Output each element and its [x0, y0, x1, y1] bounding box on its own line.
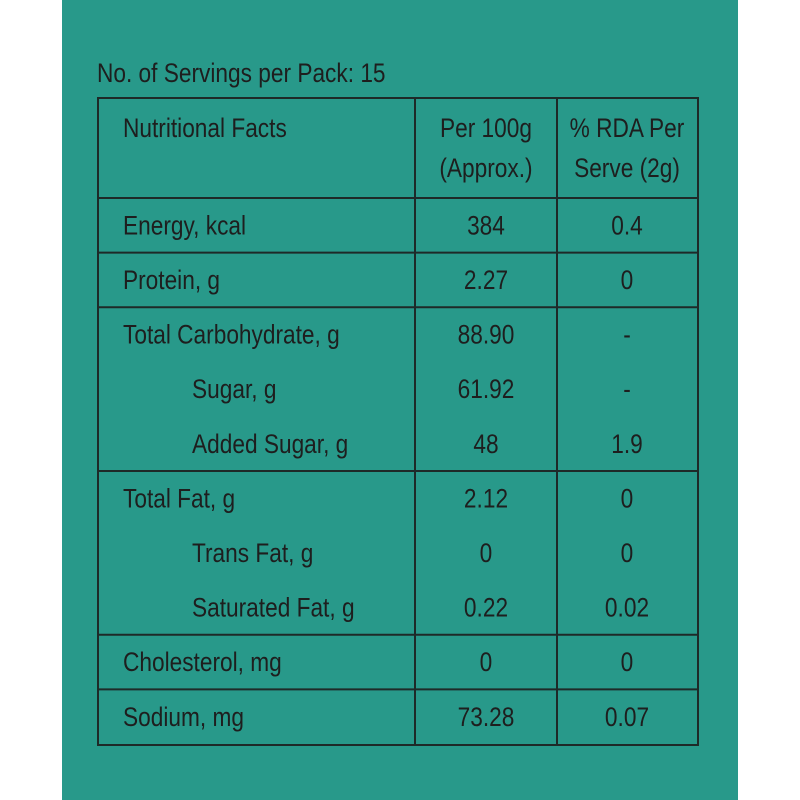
- nutrient-value: 73.28: [458, 702, 515, 732]
- nutrient-value: 0: [621, 484, 634, 514]
- nutrient-label: Sugar, g: [192, 374, 276, 404]
- servings: No. of Servings per Pack: 15: [97, 58, 386, 88]
- nutrient-label: Total Carbohydrate, g: [123, 320, 340, 350]
- nutrient-label: Added Sugar, g: [192, 429, 348, 459]
- text-layer: No. of Servings per Pack: 15 Nutritional …: [97, 58, 684, 732]
- nutrient-value: 0.02: [605, 593, 649, 623]
- nutrient-value: 384: [467, 211, 505, 241]
- nutrient-value: 0: [621, 538, 634, 568]
- nutrient-value: 61.92: [458, 374, 515, 404]
- nutrient-label: Trans Fat, g: [192, 538, 313, 568]
- nutrient-value: -: [623, 320, 631, 350]
- nutrient-value: 0: [480, 538, 493, 568]
- nutrient-value: 88.90: [458, 320, 515, 350]
- nutrient-value: 1.9: [611, 429, 643, 459]
- nutrient-label: Sodium, mg: [123, 702, 244, 732]
- nutrient-value: 0.22: [464, 593, 508, 623]
- nutrient-value: 0.07: [605, 702, 649, 732]
- nutrient-value: 2.27: [464, 265, 508, 295]
- column-header: Serve (2g): [574, 153, 680, 183]
- nutrient-value: 48: [473, 429, 498, 459]
- nutrient-label: Cholesterol, mg: [123, 647, 282, 677]
- nutrient-label: Saturated Fat, g: [192, 593, 355, 623]
- nutrient-label: Protein, g: [123, 265, 220, 295]
- nutrient-label: Total Fat, g: [123, 484, 235, 514]
- nutrient-value: 0: [621, 265, 634, 295]
- column-header: % RDA Per: [570, 113, 685, 143]
- nutrient-value: 0: [480, 647, 493, 677]
- column-header: (Approx.): [439, 153, 532, 183]
- nutrient-value: 0.4: [611, 211, 643, 241]
- nutrient-value: 2.12: [464, 484, 508, 514]
- table-frame: [97, 97, 699, 746]
- nutrient-value: 0: [621, 647, 634, 677]
- column-header: Per 100g: [440, 113, 532, 143]
- panel: [62, 0, 738, 800]
- column-header: Nutritional Facts: [123, 113, 287, 143]
- nutrient-label: Energy, kcal: [123, 211, 246, 241]
- nutrient-value: -: [623, 374, 631, 404]
